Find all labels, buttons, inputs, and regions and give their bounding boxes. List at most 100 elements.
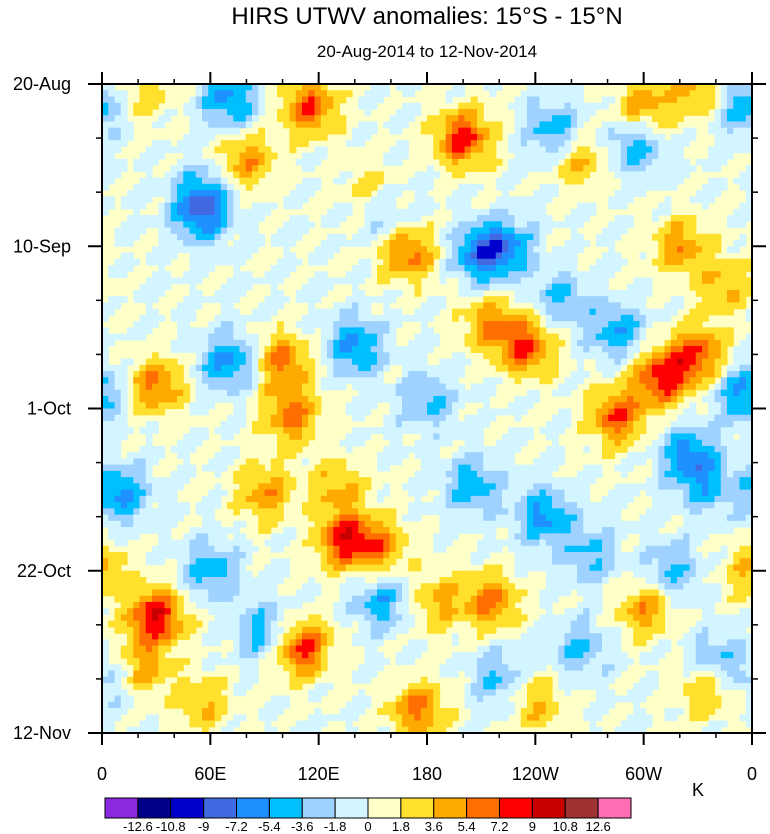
field-cell bbox=[102, 483, 109, 491]
field-cell bbox=[433, 508, 441, 516]
field-cell bbox=[227, 364, 234, 372]
field-cell bbox=[283, 240, 291, 247]
field-cell bbox=[695, 333, 703, 341]
field-cell bbox=[152, 489, 159, 497]
field-cell bbox=[727, 470, 734, 478]
field-cell bbox=[564, 115, 572, 123]
field-cell bbox=[452, 308, 459, 316]
field-cell bbox=[514, 158, 522, 166]
field-cell bbox=[677, 502, 684, 509]
field-cell bbox=[302, 165, 309, 172]
field-cell bbox=[383, 489, 391, 497]
field-cell bbox=[464, 477, 472, 484]
field-cell bbox=[745, 165, 753, 172]
field-cell bbox=[570, 489, 578, 497]
field-cell bbox=[633, 389, 641, 397]
field-cell bbox=[477, 258, 484, 266]
chart-subtitle: 20-Aug-2014 to 12-Nov-2014 bbox=[317, 42, 537, 61]
field-cell bbox=[508, 470, 516, 478]
field-cell bbox=[202, 389, 209, 397]
field-cell bbox=[108, 520, 116, 528]
field-cell bbox=[339, 202, 347, 210]
field-cell bbox=[677, 470, 684, 478]
field-cell bbox=[183, 152, 191, 160]
field-cell bbox=[620, 396, 628, 403]
field-cell bbox=[227, 152, 234, 160]
field-cell bbox=[470, 502, 478, 509]
field-cell bbox=[483, 352, 491, 360]
field-cell bbox=[683, 84, 691, 91]
field-cell bbox=[614, 140, 622, 147]
field-cell bbox=[664, 227, 672, 235]
field-cell bbox=[552, 358, 559, 366]
field-cell bbox=[320, 283, 328, 291]
field-cell bbox=[739, 121, 747, 129]
field-cell bbox=[245, 158, 253, 166]
field-cell bbox=[208, 240, 216, 247]
field-cell bbox=[245, 346, 253, 353]
field-cell bbox=[627, 327, 634, 335]
field-cell bbox=[539, 477, 547, 484]
field-cell bbox=[577, 158, 584, 166]
field-cell bbox=[264, 165, 272, 172]
field-cell bbox=[520, 508, 528, 516]
field-cell bbox=[120, 115, 128, 123]
field-cell bbox=[695, 283, 703, 291]
field-cell bbox=[183, 108, 191, 116]
field-cell bbox=[720, 108, 728, 116]
field-cell bbox=[645, 352, 653, 360]
field-cell bbox=[514, 396, 522, 403]
field-cell bbox=[227, 190, 234, 197]
field-cell bbox=[677, 420, 684, 428]
field-cell bbox=[408, 264, 416, 272]
field-cell bbox=[314, 127, 322, 135]
field-cell bbox=[452, 246, 459, 254]
field-cell bbox=[683, 439, 691, 447]
field-cell bbox=[114, 140, 122, 147]
field-cell bbox=[458, 84, 466, 91]
field-cell bbox=[164, 196, 172, 204]
field-cell bbox=[658, 346, 666, 353]
field-cell bbox=[227, 146, 234, 154]
field-cell bbox=[108, 364, 116, 372]
field-cell bbox=[220, 121, 228, 129]
field-cell bbox=[408, 377, 416, 385]
field-cell bbox=[383, 339, 391, 347]
field-cell bbox=[333, 364, 341, 372]
field-cell bbox=[658, 227, 666, 235]
field-cell bbox=[220, 458, 228, 466]
field-cell bbox=[583, 146, 591, 154]
field-cell bbox=[620, 183, 628, 191]
field-cell bbox=[514, 215, 522, 222]
field-cell bbox=[189, 289, 197, 297]
field-cell bbox=[639, 108, 647, 116]
field-cell bbox=[602, 389, 609, 397]
field-cell bbox=[195, 165, 203, 172]
field-cell bbox=[208, 333, 216, 341]
field-cell bbox=[308, 314, 316, 322]
field-cell bbox=[470, 165, 478, 172]
field-cell bbox=[177, 445, 184, 453]
field-cell bbox=[633, 408, 641, 416]
field-cell bbox=[508, 371, 516, 378]
field-cell bbox=[695, 420, 703, 428]
field-cell bbox=[377, 202, 384, 210]
field-cell bbox=[389, 402, 397, 410]
field-cell bbox=[470, 215, 478, 222]
field-cell bbox=[389, 215, 397, 222]
field-cell bbox=[302, 127, 309, 135]
field-cell bbox=[477, 346, 484, 353]
field-cell bbox=[277, 502, 284, 509]
field-cell bbox=[433, 458, 441, 466]
field-cell bbox=[427, 439, 434, 447]
field-cell bbox=[639, 302, 647, 310]
field-cell bbox=[714, 283, 722, 291]
field-cell bbox=[189, 96, 197, 104]
field-cell bbox=[445, 414, 453, 422]
field-cell bbox=[364, 402, 372, 410]
field-cell bbox=[333, 333, 341, 341]
field-cell bbox=[570, 333, 578, 341]
field-cell bbox=[345, 364, 353, 372]
field-cell bbox=[720, 477, 728, 484]
field-cell bbox=[164, 495, 172, 503]
